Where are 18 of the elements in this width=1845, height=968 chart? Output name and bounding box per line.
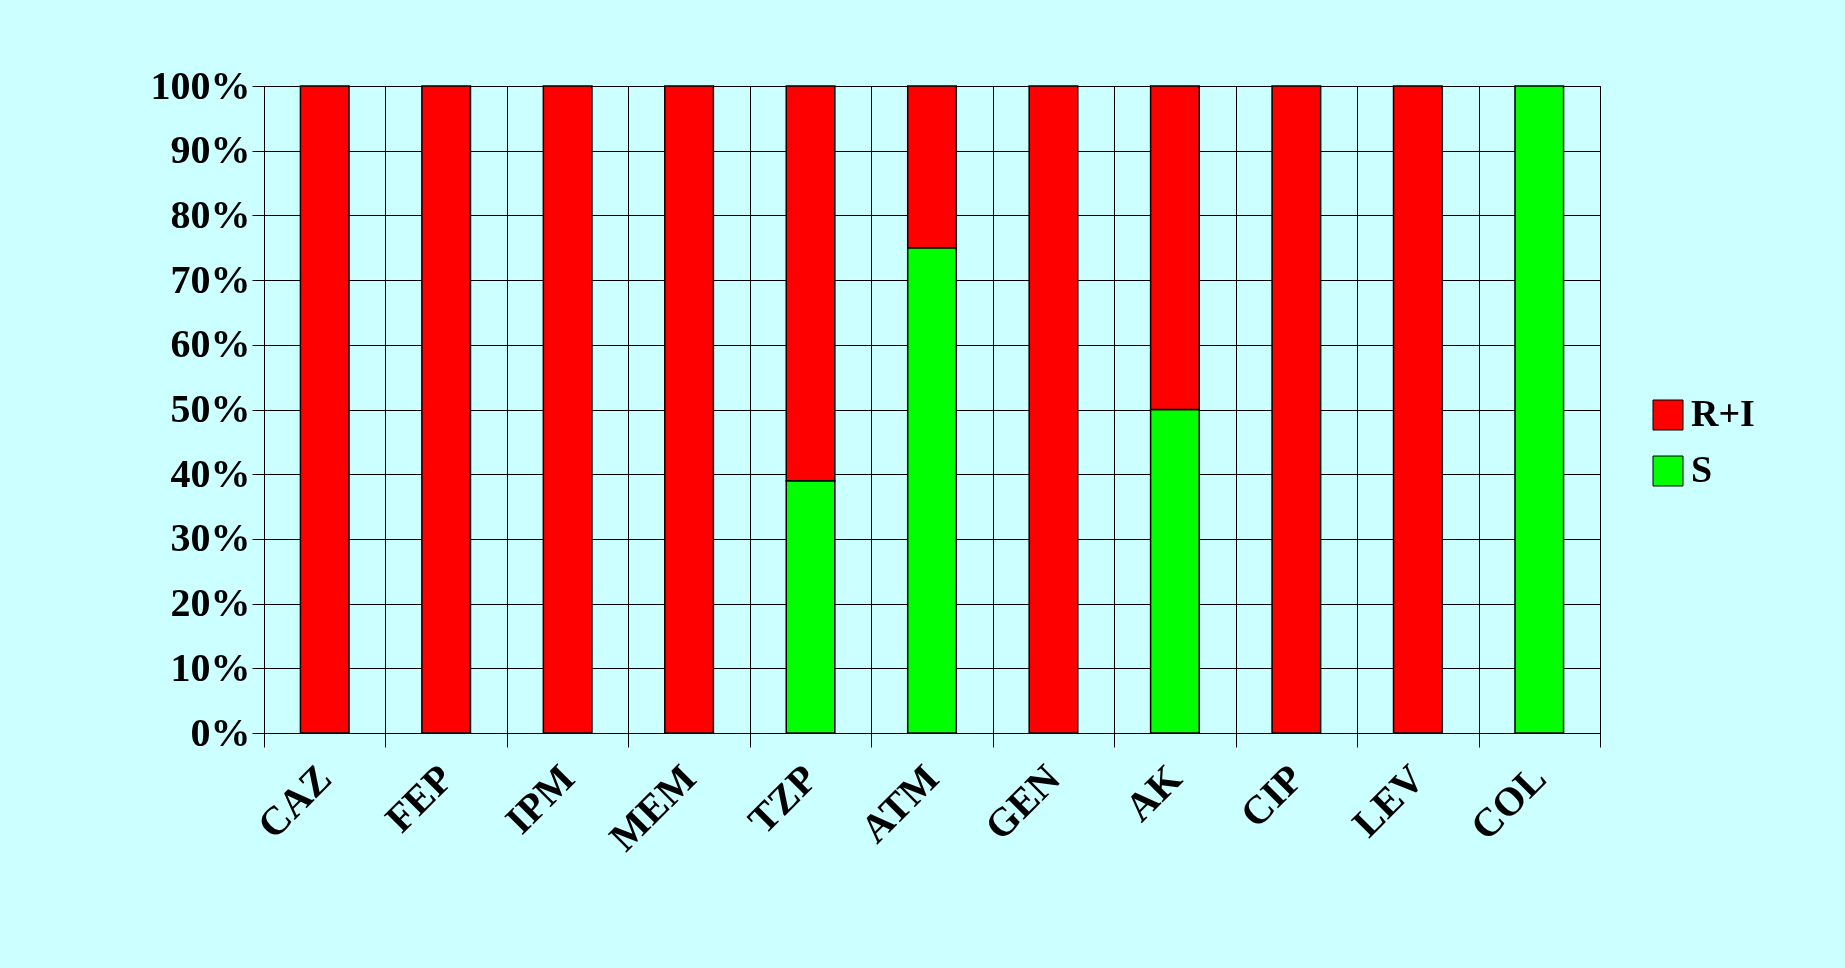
y-tick-label: 0% (190, 709, 251, 755)
y-tick-label: 10% (170, 644, 251, 690)
y-tick-label: 90% (170, 127, 251, 173)
legend-label: S (1691, 448, 1713, 490)
y-tick-label: 100% (150, 62, 251, 108)
y-tick-label: 70% (170, 256, 251, 302)
y-tick-label: 30% (170, 515, 251, 561)
x-tick-label: AK (1116, 755, 1191, 830)
y-tick-label: 50% (170, 386, 251, 431)
legend-label: R+I (1691, 392, 1755, 434)
x-tick-label: FEP (376, 755, 462, 841)
y-tick-label: 80% (170, 191, 251, 237)
x-tick-label: CIP (1231, 755, 1312, 837)
y-tick-label: 40% (170, 450, 251, 496)
x-tick-label: TZP (739, 755, 826, 843)
y-tick-label: 20% (170, 580, 251, 626)
y-tick-label: 60% (170, 321, 251, 367)
x-tick-label: COL (1461, 755, 1555, 849)
